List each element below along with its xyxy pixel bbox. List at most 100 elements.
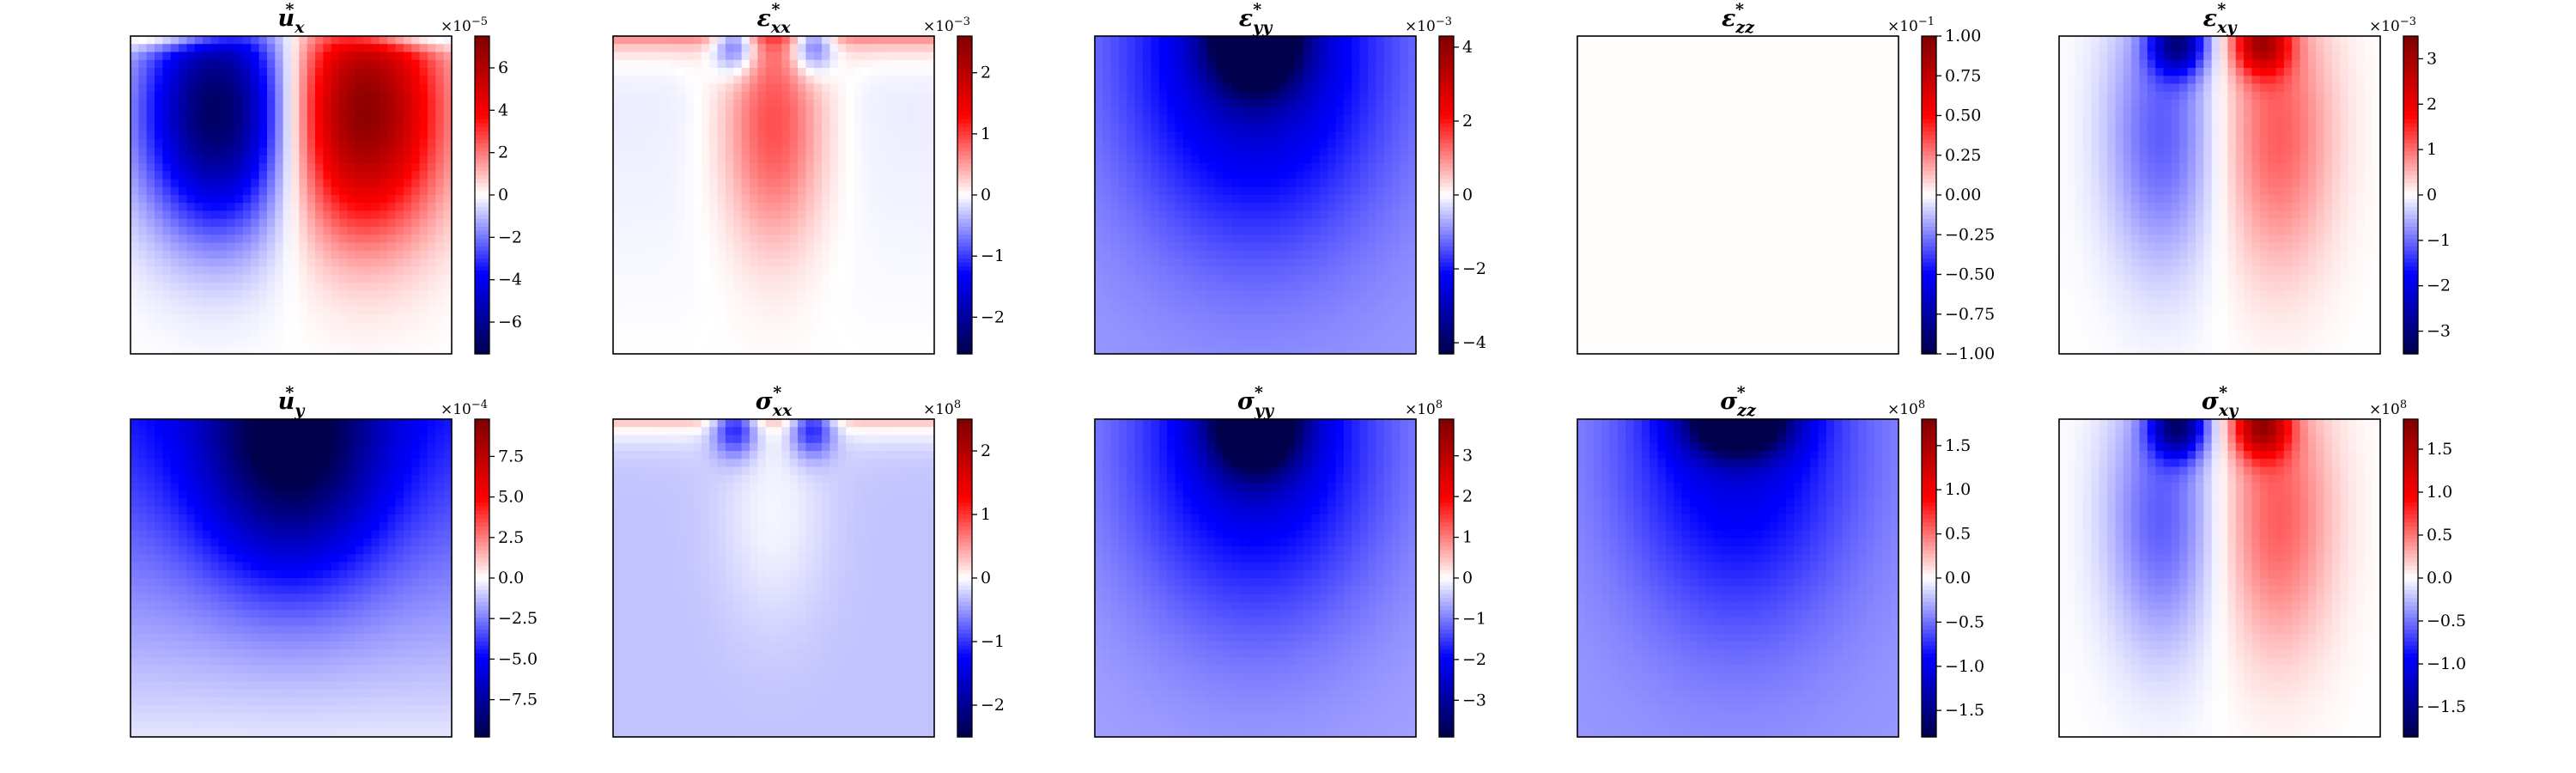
heatmap-cell	[854, 115, 863, 125]
heatmap-cell	[854, 163, 863, 172]
heatmap-cell	[1359, 345, 1369, 355]
heatmap-cell	[227, 179, 236, 188]
heatmap-cell	[774, 345, 782, 355]
heatmap-cell	[1151, 250, 1160, 259]
heatmap-cell	[645, 227, 654, 235]
heatmap-cell	[1279, 36, 1288, 45]
colorbar-segment	[957, 100, 972, 105]
heatmap-cell	[789, 227, 799, 235]
heatmap-cell	[283, 234, 292, 244]
heatmap-cell	[291, 91, 300, 100]
heatmap-cell	[870, 155, 879, 164]
heatmap-cell	[926, 218, 935, 228]
heatmap-cell	[918, 68, 927, 76]
heatmap-cell	[637, 210, 646, 220]
heatmap-cell	[275, 290, 284, 299]
heatmap-cell	[363, 36, 373, 45]
heatmap-cell	[355, 123, 364, 132]
heatmap-cell	[419, 274, 428, 283]
heatmap-cell	[251, 171, 260, 180]
heatmap-cell	[733, 171, 743, 180]
heatmap-cell	[210, 115, 220, 125]
heatmap-cell	[395, 131, 404, 140]
heatmap-cell	[805, 338, 815, 347]
heatmap-cell	[1158, 203, 1168, 212]
heatmap-cell	[347, 36, 356, 45]
heatmap-cell	[234, 330, 244, 339]
heatmap-cell	[227, 203, 236, 212]
heatmap-cell	[411, 107, 421, 117]
heatmap-cell	[363, 313, 373, 323]
heatmap-cell	[283, 330, 292, 339]
heatmap-cell	[347, 195, 356, 204]
heatmap-cell	[234, 155, 244, 164]
heatmap-cell	[1158, 100, 1168, 108]
heatmap-cell	[757, 123, 767, 132]
heatmap-cell	[1199, 179, 1208, 188]
heatmap-cell	[1367, 36, 1376, 45]
heatmap-cell	[902, 186, 911, 196]
heatmap-cell	[733, 107, 743, 117]
heatmap-cell	[789, 179, 799, 188]
heatmap-cell	[1103, 44, 1112, 53]
heatmap-cell	[846, 313, 855, 323]
heatmap-cell	[1223, 139, 1232, 149]
heatmap-cell	[1095, 338, 1103, 347]
heatmap-cell	[1271, 147, 1280, 156]
heatmap-cell	[894, 250, 903, 259]
heatmap-cell	[275, 242, 284, 252]
heatmap-cell	[331, 163, 340, 172]
heatmap-cell	[805, 186, 815, 196]
heatmap-cell	[1151, 266, 1160, 276]
heatmap-cell	[411, 155, 421, 164]
heatmap-cell	[1303, 298, 1313, 307]
heatmap-cell	[1158, 147, 1168, 156]
heatmap-cell	[258, 123, 268, 132]
heatmap-cell	[774, 322, 782, 331]
heatmap-cell	[395, 76, 404, 85]
heatmap-cell	[829, 259, 839, 267]
heatmap-cell	[355, 179, 364, 188]
colorbar-segment	[475, 111, 489, 117]
heatmap-cell	[331, 179, 340, 188]
heatmap-cell	[1279, 338, 1288, 347]
heatmap-cell	[419, 195, 428, 204]
heatmap-cell	[1167, 131, 1176, 140]
heatmap-cell	[1199, 298, 1208, 307]
heatmap-cell	[427, 227, 436, 235]
heatmap-cell	[355, 234, 364, 244]
heatmap-cell	[870, 123, 879, 132]
heatmap-cell	[837, 52, 847, 61]
colorbar-segment	[957, 266, 972, 271]
heatmap-cell	[323, 195, 332, 204]
colorbar-segment	[475, 247, 489, 252]
heatmap-cell	[774, 306, 782, 315]
heatmap-cell	[693, 139, 702, 149]
heatmap-cell	[822, 274, 831, 283]
heatmap-cell	[645, 274, 654, 283]
heatmap-cell	[621, 345, 630, 355]
heatmap-cell	[355, 163, 364, 172]
heatmap-cell	[186, 274, 196, 283]
heatmap-cell	[1383, 76, 1393, 85]
heatmap-cell	[1199, 107, 1208, 117]
heatmap-cell	[709, 274, 719, 283]
heatmap-cell	[395, 322, 404, 331]
heatmap-cell	[854, 76, 863, 85]
heatmap-cell	[854, 250, 863, 259]
heatmap-cell	[709, 44, 719, 53]
heatmap-cell	[1391, 345, 1400, 355]
heatmap-cell	[621, 123, 630, 132]
heatmap-cell	[323, 52, 332, 61]
heatmap-cell	[251, 210, 260, 220]
heatmap-cell	[1407, 68, 1417, 76]
heatmap-cell	[1103, 298, 1112, 307]
heatmap-cell	[299, 91, 308, 100]
heatmap-cell	[1151, 163, 1160, 172]
heatmap-cell	[1167, 250, 1176, 259]
heatmap-cell	[307, 242, 316, 252]
heatmap-cell	[146, 203, 155, 212]
heatmap-cell	[613, 107, 622, 117]
heatmap-cell	[138, 115, 148, 125]
heatmap-cell	[1110, 234, 1120, 244]
